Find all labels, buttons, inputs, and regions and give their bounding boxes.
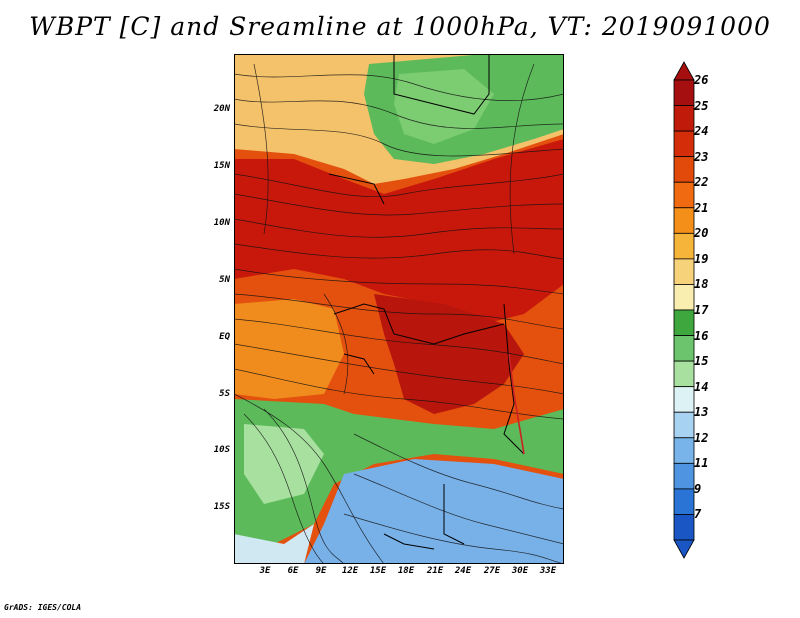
chart-title: WBPT [C] and Sreamline at 1000hPa, VT: 2… [29,12,771,41]
colorbar-tick-label: 25 [694,98,709,113]
colorbar-tick-label: 17 [694,303,709,317]
colorbar-segment [673,79,695,106]
region-blue-south [304,459,564,564]
colorbar-tick-label: 20 [694,226,709,241]
colorbar-segment [673,335,695,362]
colorbar-tick-label: 11 [694,456,709,471]
colorbar-tick-label: 19 [694,251,709,266]
region-hot-central [374,294,524,414]
colorbar-tick-label: 16 [694,328,709,343]
colorbar-tick-label: 22 [694,175,709,190]
y-tick-label: EQ [219,332,230,342]
colorbar-segment [673,105,695,132]
footer-credit: GrADS: IGES/COLA [4,603,82,612]
colorbar-segment [673,360,695,388]
colorbar-segment [673,462,695,490]
colorbar-tick-label: 12 [694,430,709,445]
colorbar-segment [673,181,695,209]
map-panel [234,54,564,564]
colorbar-segment [673,437,695,464]
region-hot-band [234,139,564,324]
colorbar-tick-label: 13 [694,405,709,420]
colorbar-segment [673,514,695,541]
colorbar-segment [673,309,695,336]
colorbar-segment [673,258,695,285]
region-orange-west [234,299,344,399]
colorbar-segment [673,386,695,413]
y-tick-label: 5S [219,389,230,399]
country-borders [328,54,525,550]
colorbar-segment [673,411,695,439]
x-tick-label: 30E [511,566,529,576]
colorbar-tick-label: 15 [694,354,709,369]
x-tick-label: 27E [483,566,501,576]
region-green-south [234,399,564,544]
colorbar-tick-label: 26 [694,73,709,87]
colorbar-tick-label: 24 [694,124,709,139]
colorbar-tick-label: 9 [694,481,702,496]
colorbar-segment [673,130,695,158]
y-tick-label: 20N [213,104,230,114]
x-tick-label: 12E [341,566,359,576]
colorbar-bottom-arrow [673,539,695,559]
colorbar-segment [673,207,695,234]
colorbar-segment [673,488,695,515]
x-tick-label: 6E [287,566,299,576]
streamlines [234,63,564,564]
colorbar-tick-label: 23 [694,149,709,164]
x-tick-label: 9E [315,566,327,576]
x-tick-label: 24E [454,566,472,576]
colorbar-tick-label: 14 [694,379,709,394]
y-tick-label: 10N [213,218,230,228]
colorbar-segment [673,156,695,183]
region-lightgreen-south [244,424,324,504]
colorbar [673,61,695,559]
colorbar-tick-label: 18 [694,277,709,292]
y-tick-label: 15S [213,502,230,512]
colorbar-top-arrow [673,61,695,81]
y-tick-label: 10S [213,445,230,455]
lake-tanganyika [508,353,525,455]
region-paleblue-sw [234,524,314,564]
colorbar-segment [673,232,695,260]
colorbar-tick-label: 21 [694,200,709,215]
x-tick-label: 33E [539,566,557,576]
colorbar-tick-label: 7 [694,507,702,522]
y-tick-label: 15N [213,161,230,171]
x-tick-label: 21E [426,566,444,576]
y-tick-label: 5N [219,275,230,285]
x-tick-label: 3E [259,566,271,576]
x-tick-label: 15E [369,566,387,576]
x-tick-label: 18E [397,566,415,576]
colorbar-segment [673,284,695,311]
